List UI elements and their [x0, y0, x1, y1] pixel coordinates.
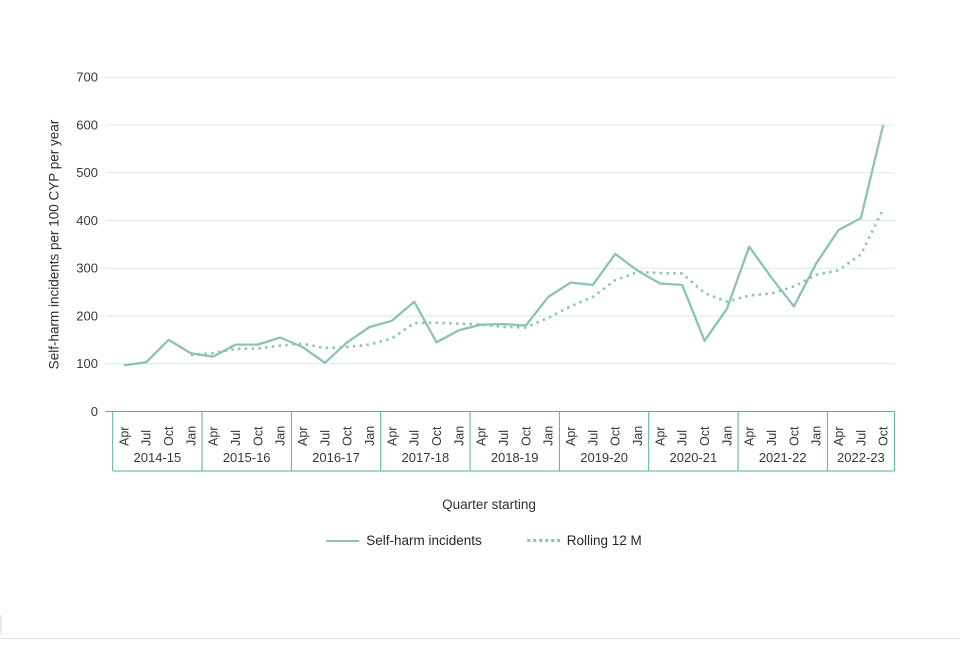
solid-line-swatch-icon [326, 539, 360, 542]
y-tick-label: 500 [76, 165, 98, 180]
legend-label: Self-harm incidents [366, 533, 482, 548]
quarter-label: Jul [765, 430, 779, 446]
year-label: 2016-17 [312, 450, 360, 465]
y-tick-label: 100 [76, 356, 98, 371]
y-tick-label: 600 [76, 117, 98, 132]
quarter-label: Jan [184, 426, 198, 446]
quarter-label: Jul [497, 430, 511, 446]
legend-item-rolling-12m: Rolling 12 M [526, 533, 642, 548]
page-bottom-rule [0, 638, 960, 639]
quarter-label: Jan [720, 426, 734, 446]
quarter-label: Jan [452, 426, 466, 446]
quarter-label: Apr [475, 427, 489, 446]
y-tick-label: 700 [76, 70, 98, 85]
quarter-label: Oct [341, 426, 355, 446]
quarter-label: Apr [296, 427, 310, 446]
year-label: 2018-19 [491, 450, 539, 465]
quarter-label: Jan [274, 426, 288, 446]
quarter-label: Oct [519, 426, 533, 446]
quarter-label: Apr [207, 427, 221, 446]
quarter-label: Oct [251, 426, 265, 446]
quarter-label: Apr [117, 427, 131, 446]
year-label: 2019-20 [580, 450, 628, 465]
quarter-label: Jan [631, 426, 645, 446]
y-tick-label: 200 [76, 308, 98, 323]
series-line-dotted [190, 208, 885, 357]
y-tick-label: 300 [76, 261, 98, 276]
quarter-label: Oct [162, 426, 176, 446]
quarter-label: Apr [743, 427, 757, 446]
dotted-line-swatch-icon [526, 539, 560, 542]
y-tick-label: 400 [76, 213, 98, 228]
quarter-label: Jul [586, 430, 600, 446]
y-axis-title: Self-harm incidents per 100 CYP per year [46, 119, 62, 370]
series-line-solid [123, 124, 885, 367]
quarter-label: Jul [318, 430, 332, 446]
quarter-label: Jul [854, 430, 868, 446]
quarter-label: Jul [140, 430, 154, 446]
year-label: 2022-23 [837, 450, 885, 465]
left-edge-artifact [0, 615, 2, 635]
year-label: 2021-22 [759, 450, 807, 465]
legend-label: Rolling 12 M [566, 533, 642, 548]
quarter-label: Apr [385, 427, 399, 446]
quarter-label: Jul [408, 430, 422, 446]
quarter-label: Oct [698, 426, 712, 446]
year-label: 2015-16 [223, 450, 271, 465]
quarter-label: Apr [564, 427, 578, 446]
year-label: 2020-21 [670, 450, 718, 465]
quarter-label: Jul [676, 430, 690, 446]
quarter-label: Oct [609, 426, 623, 446]
quarter-label: Apr [832, 427, 846, 446]
x-axis-title: Quarter starting [442, 497, 536, 512]
y-tick-label: 0 [91, 404, 98, 419]
quarter-label: Oct [430, 426, 444, 446]
quarter-label: Jan [363, 426, 377, 446]
quarter-label: Jul [229, 430, 243, 446]
quarter-label: Oct [787, 426, 801, 446]
chart-legend: Self-harm incidents Rolling 12 M [326, 533, 642, 548]
quarter-label: Jan [542, 426, 556, 446]
quarter-label: Oct [877, 426, 891, 446]
year-label: 2014-15 [134, 450, 182, 465]
quarter-label: Apr [653, 427, 667, 446]
year-label: 2017-18 [402, 450, 450, 465]
quarter-label: Jan [810, 426, 824, 446]
legend-item-self-harm-incidents: Self-harm incidents [326, 533, 482, 548]
